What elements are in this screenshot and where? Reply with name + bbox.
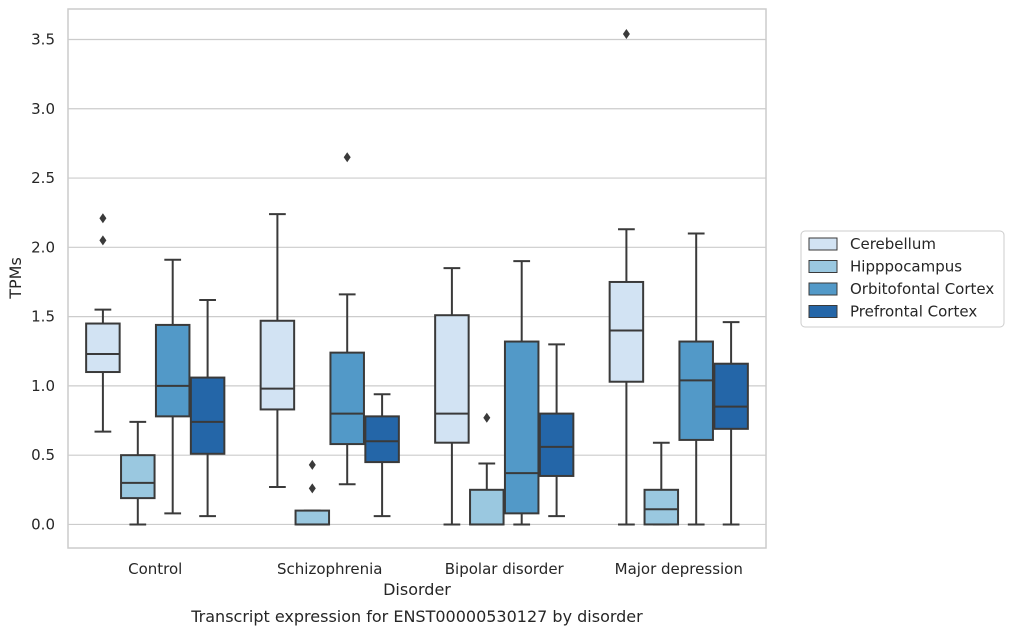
x-tick-label: Major depression bbox=[615, 560, 743, 578]
box-iqr bbox=[434, 314, 470, 444]
box-3-1 bbox=[643, 441, 680, 526]
y-tick-label: 1.5 bbox=[31, 308, 55, 326]
box-iqr bbox=[713, 362, 749, 430]
box-iqr bbox=[189, 376, 226, 455]
x-axis-label: Disorder bbox=[383, 580, 451, 599]
legend-swatch bbox=[808, 237, 838, 251]
boxes-layer bbox=[85, 28, 749, 526]
y-axis-label: TPMs bbox=[6, 257, 25, 300]
box-0-2 bbox=[154, 258, 191, 515]
y-tick-label: 3.0 bbox=[31, 100, 55, 118]
box-0-1 bbox=[120, 420, 156, 526]
x-axis-ticks: Control Schizophrenia Bipolar disorder Majo… bbox=[128, 560, 743, 578]
box-iqr bbox=[678, 340, 714, 441]
outlier-point bbox=[308, 459, 316, 470]
box-0-3 bbox=[189, 298, 226, 518]
box-2-3 bbox=[538, 343, 575, 518]
box-iqr bbox=[608, 280, 645, 383]
box-iqr bbox=[329, 351, 365, 446]
y-tick-label: 2.5 bbox=[31, 169, 55, 187]
x-tick-label: Bipolar disorder bbox=[445, 560, 565, 578]
legend-swatch bbox=[808, 260, 838, 273]
box-3-0 bbox=[608, 28, 645, 526]
outlier-point bbox=[308, 483, 316, 494]
box-iqr bbox=[154, 323, 191, 418]
box-0-0 bbox=[85, 213, 121, 433]
legend-swatch bbox=[808, 305, 838, 318]
legend-frame bbox=[800, 230, 1005, 328]
box-2-2 bbox=[503, 260, 540, 526]
box-iqr bbox=[469, 488, 505, 526]
legend-label: Cerebellum bbox=[850, 235, 936, 253]
plot-frame bbox=[67, 8, 767, 549]
box-1-1 bbox=[294, 459, 331, 526]
outlier-point bbox=[99, 235, 107, 246]
box-1-3 bbox=[364, 393, 400, 518]
box-3-2 bbox=[678, 232, 714, 526]
y-tick-label: 0.5 bbox=[31, 446, 55, 464]
box-2-0 bbox=[434, 267, 470, 526]
box-iqr bbox=[259, 319, 296, 411]
y-axis-ticks: 0.0 0.5 1.0 1.5 2.0 2.5 3.0 3.5 bbox=[31, 30, 55, 533]
box-iqr bbox=[85, 322, 121, 374]
x-tick-label: Schizophrenia bbox=[277, 560, 382, 578]
box-iqr bbox=[364, 415, 400, 464]
chart-caption: Transcript expression for ENST0000053012… bbox=[190, 607, 643, 626]
box-iqr bbox=[120, 454, 156, 500]
outlier-point bbox=[99, 213, 107, 224]
box-1-0 bbox=[259, 213, 296, 489]
y-tick-label: 0.0 bbox=[31, 515, 55, 533]
legend: Cerebellum Hipppocampus Orbitofontal Corte… bbox=[800, 230, 1005, 328]
outlier-point bbox=[483, 412, 491, 423]
outlier-point bbox=[343, 152, 351, 163]
legend-label: Orbitofontal Cortex bbox=[850, 280, 994, 298]
box-3-3 bbox=[713, 321, 749, 526]
box-iqr bbox=[538, 412, 575, 477]
y-tick-label: 2.0 bbox=[31, 238, 55, 256]
box-1-2 bbox=[329, 152, 365, 486]
legend-label: Hipppocampus bbox=[850, 258, 962, 276]
x-tick-label: Control bbox=[128, 560, 182, 578]
y-tick-label: 1.0 bbox=[31, 377, 55, 395]
legend-label: Prefrontal Cortex bbox=[850, 303, 977, 321]
legend-swatch bbox=[808, 282, 838, 296]
outlier-point bbox=[622, 28, 630, 39]
box-iqr bbox=[643, 488, 680, 526]
box-iqr bbox=[294, 509, 331, 526]
box-2-1 bbox=[469, 412, 505, 526]
box-iqr bbox=[503, 340, 540, 515]
y-tick-label: 3.5 bbox=[31, 30, 55, 48]
